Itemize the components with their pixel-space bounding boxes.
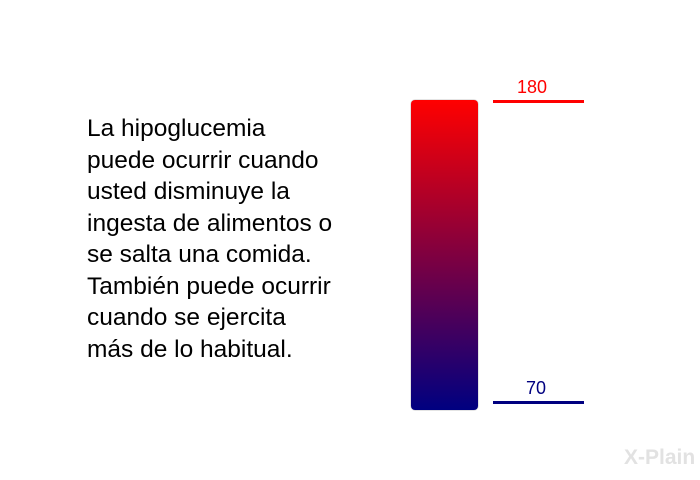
text-line: La hipoglucemia [87,115,266,142]
glucose-gradient-bar [411,100,478,410]
high-threshold-line [493,100,584,103]
logo-text: X-Plain [624,446,696,469]
text-line: usted disminuye la [87,178,290,205]
text-line: cuando se ejercita [87,304,286,331]
low-threshold-line [493,401,584,404]
text-line: También puede ocurrir [87,272,331,300]
text-line: ingesta de alimentos o [87,209,333,237]
body-text: La hipoglucemia puede ocurrir cuando ust… [87,113,387,365]
text-line: puede ocurrir cuando [87,146,319,174]
low-threshold-label: 70 [525,378,547,398]
text-line: más de lo habitual. [87,335,293,363]
text-line: se salta una comida. [87,241,312,268]
high-threshold-label: 180 [516,77,548,97]
x-plain-logo: X-Plain [624,446,695,470]
